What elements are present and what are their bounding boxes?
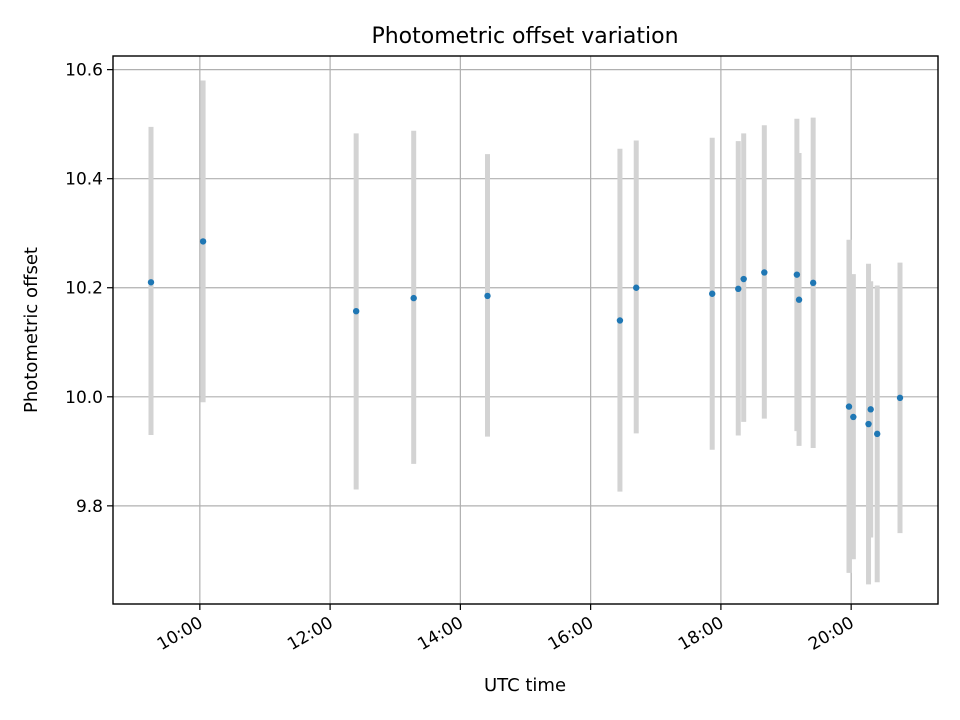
data-point [352, 307, 360, 315]
data-point [709, 290, 716, 297]
y-tick-label: 9.8 [76, 497, 103, 517]
data-point [809, 279, 817, 287]
data-point [795, 296, 803, 303]
data-point [616, 317, 624, 324]
data-point [867, 406, 874, 413]
x-tick-label: 14:00 [414, 613, 466, 655]
data-point [735, 285, 742, 293]
y-tick-label: 10.2 [65, 279, 103, 299]
data-point [633, 284, 640, 291]
x-tick-label: 20:00 [805, 613, 857, 655]
data-point [199, 238, 207, 245]
data-point [147, 279, 155, 286]
data-point [740, 275, 747, 283]
x-axis-ticks: 10:00 12:00 14:00 16:00 18:00 20:00 [154, 604, 858, 655]
data-point [874, 430, 881, 438]
data-point [850, 413, 857, 421]
data-point [761, 269, 768, 276]
chart-title: Photometric offset variation [371, 24, 678, 49]
plot-frame [112, 55, 939, 605]
x-tick-label: 18:00 [675, 613, 727, 655]
data-point [865, 420, 872, 428]
x-axis-label: UTC time [484, 675, 566, 696]
y-tick-label: 10.6 [65, 61, 103, 81]
y-tick-label: 10.4 [65, 170, 103, 190]
data-points [147, 238, 904, 438]
data-point [484, 292, 491, 300]
y-tick-label: 10.0 [65, 388, 103, 408]
x-tick-label: 10:00 [154, 613, 206, 655]
error-bars [148, 80, 903, 585]
data-point [410, 294, 417, 302]
x-tick-label: 16:00 [545, 613, 597, 655]
x-tick-label: 12:00 [284, 613, 336, 655]
data-point [793, 271, 801, 278]
data-point [845, 403, 853, 410]
y-axis-label: Photometric offset [21, 247, 42, 413]
y-axis-ticks: 9.8 10.0 10.2 10.4 10.6 [65, 61, 113, 517]
data-point [896, 394, 904, 402]
